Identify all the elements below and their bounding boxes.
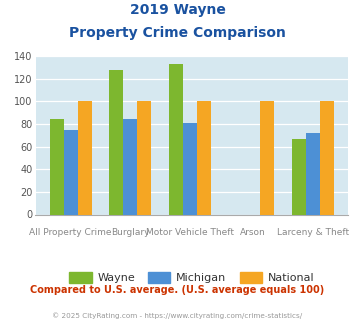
Bar xyxy=(291,139,306,214)
Text: Property Crime Comparison: Property Crime Comparison xyxy=(69,26,286,40)
Text: Compared to U.S. average. (U.S. average equals 100): Compared to U.S. average. (U.S. average … xyxy=(31,285,324,295)
Bar xyxy=(197,101,211,214)
Bar xyxy=(78,101,92,214)
Text: All Property Crime: All Property Crime xyxy=(29,228,112,237)
Bar xyxy=(64,130,78,214)
Text: © 2025 CityRating.com - https://www.cityrating.com/crime-statistics/: © 2025 CityRating.com - https://www.city… xyxy=(53,312,302,318)
Text: Motor Vehicle Theft: Motor Vehicle Theft xyxy=(146,228,234,237)
Bar xyxy=(320,101,334,214)
Bar xyxy=(306,133,320,214)
Text: 2019 Wayne: 2019 Wayne xyxy=(130,3,225,17)
Text: Burglary: Burglary xyxy=(111,228,149,237)
Bar xyxy=(169,64,183,214)
Bar xyxy=(183,123,197,214)
Bar xyxy=(123,119,137,214)
Text: Larceny & Theft: Larceny & Theft xyxy=(277,228,349,237)
Legend: Wayne, Michigan, National: Wayne, Michigan, National xyxy=(65,268,318,287)
Bar xyxy=(260,101,274,214)
Bar xyxy=(109,70,123,214)
Bar xyxy=(50,119,64,214)
Text: Arson: Arson xyxy=(240,228,266,237)
Bar xyxy=(137,101,151,214)
